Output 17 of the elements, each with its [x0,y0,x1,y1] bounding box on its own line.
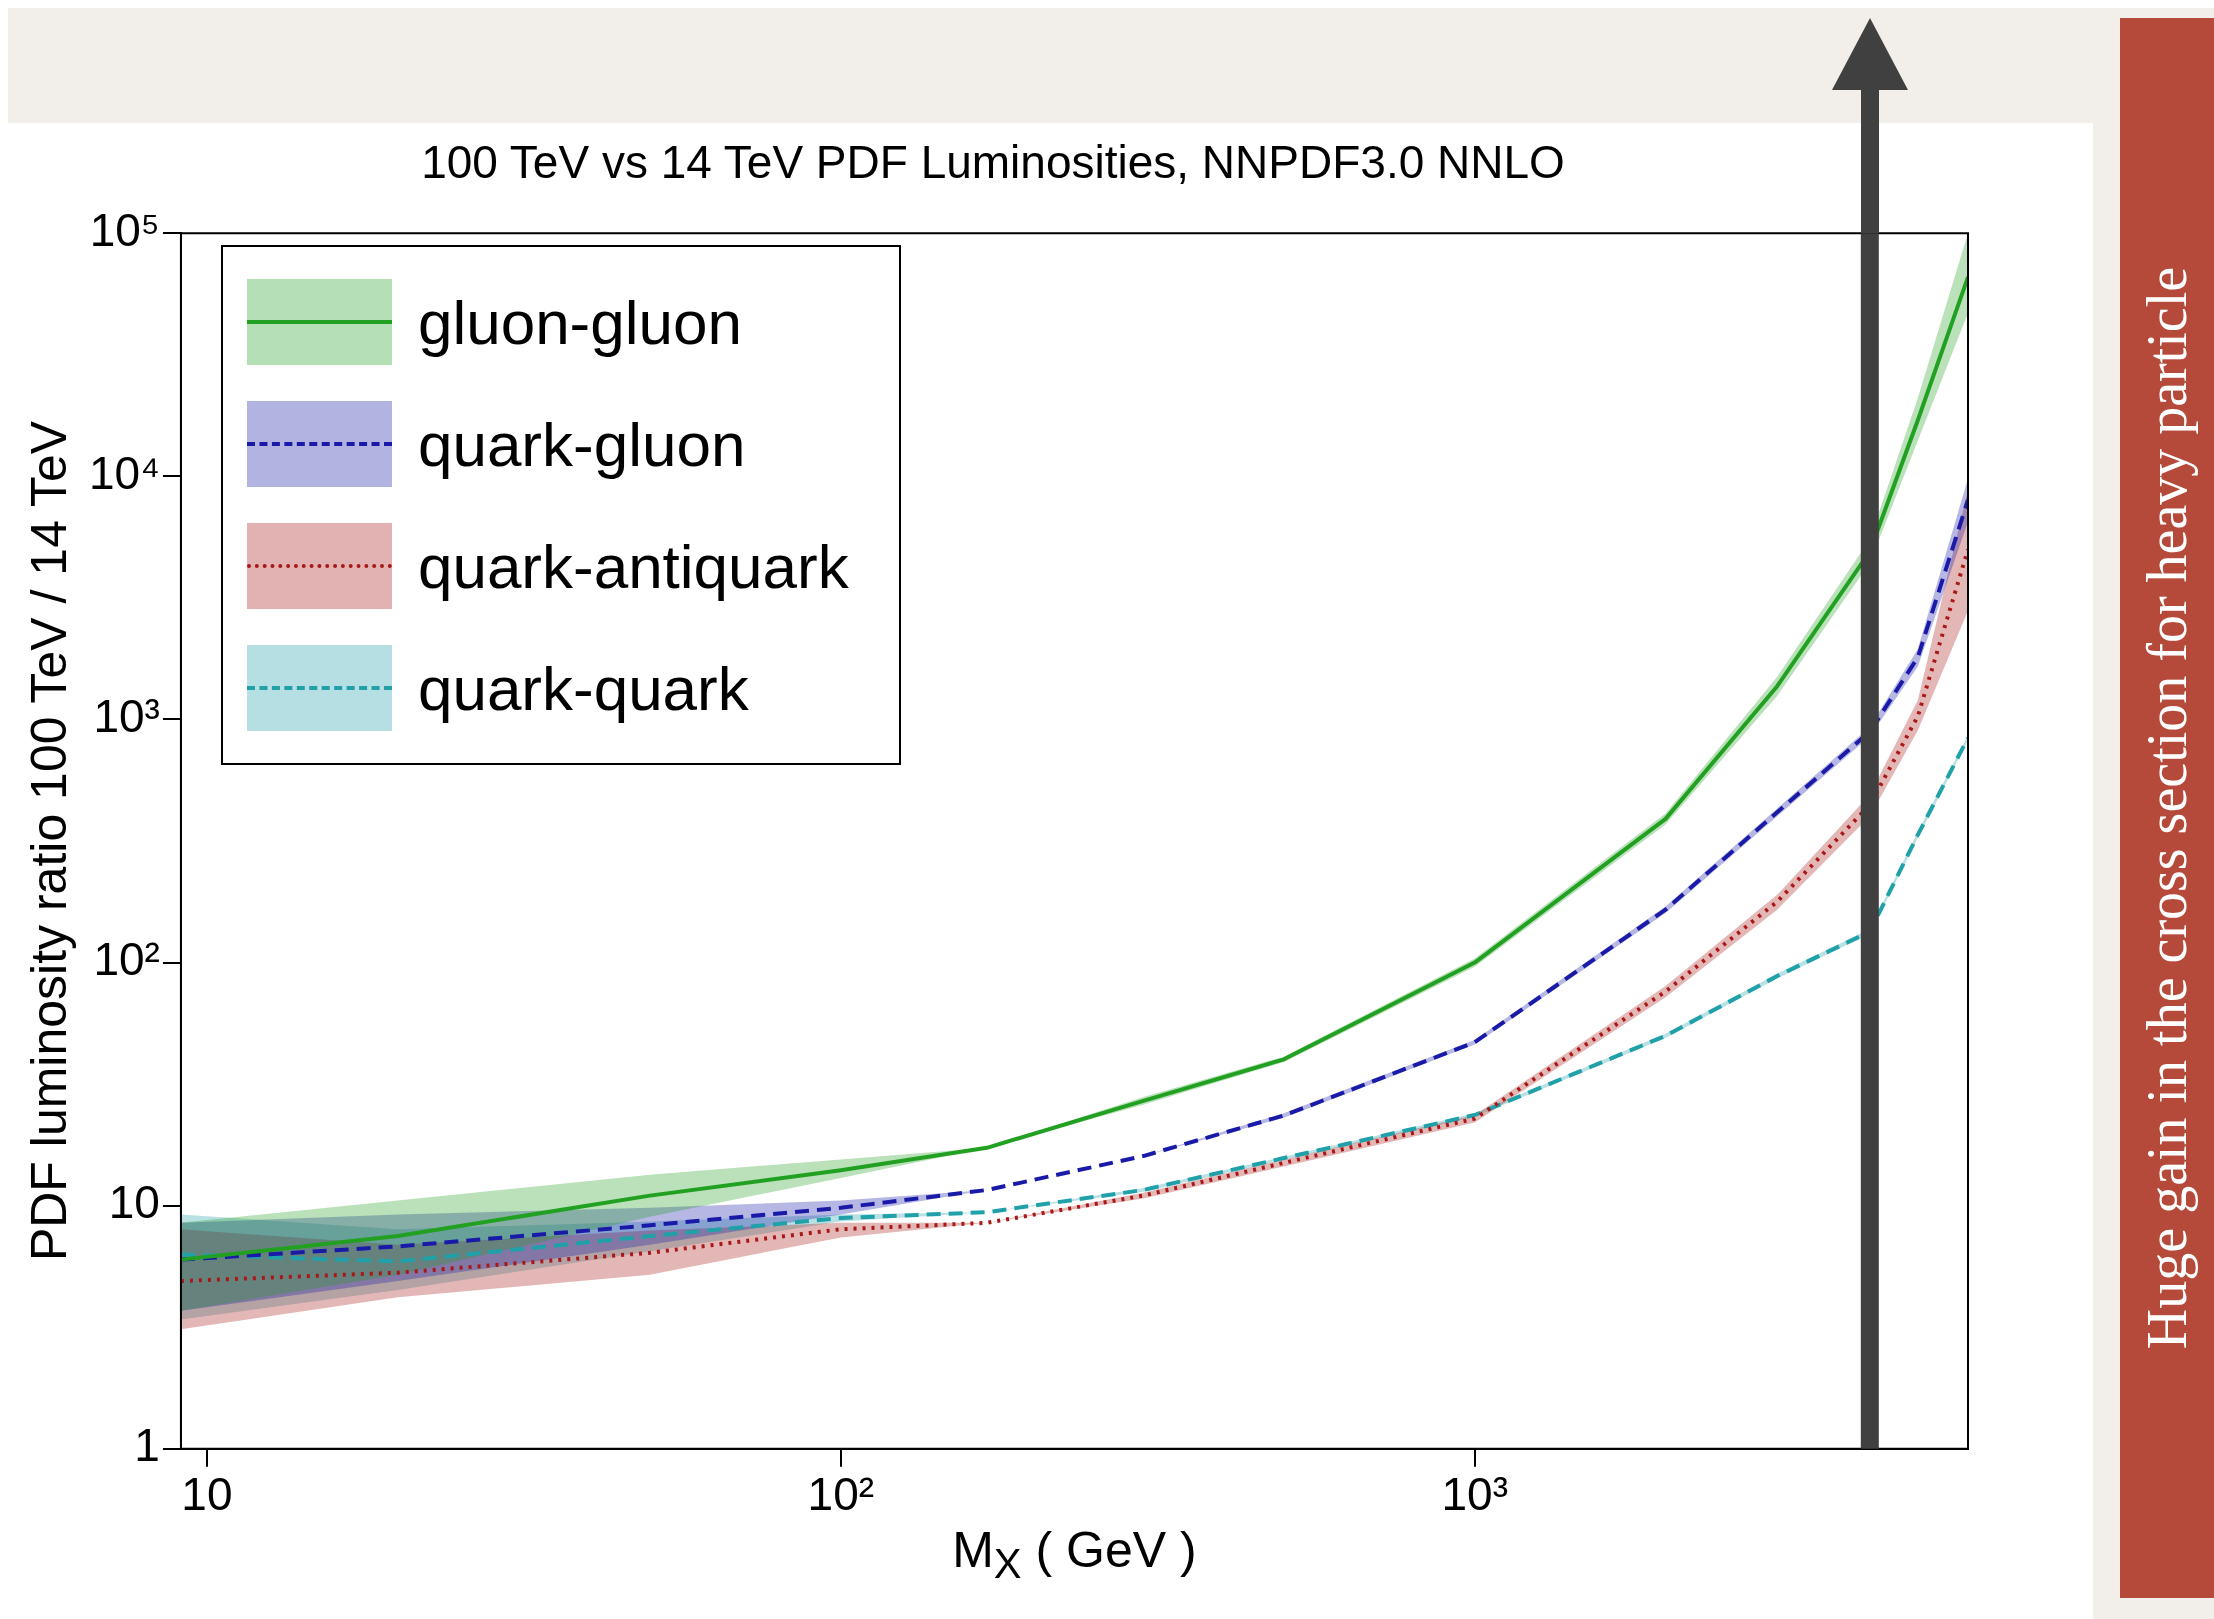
legend-label: quark-antiquark [417,530,849,602]
y-tick-label: 10² [93,933,160,986]
y-axis-title: PDF luminosity ratio 100 TeV / 14 TeV [20,420,77,1262]
x-tick-label: 10² [807,1468,875,1521]
y-tick-label: 1 [134,1419,160,1472]
x-tick-label: 10³ [1441,1468,1508,1521]
y-tick-label: 10 [108,1176,160,1229]
y-tick-label: 10⁴ [88,447,160,500]
legend-label: quark-quark [417,652,749,724]
y-tick-label: 10³ [93,690,160,743]
x-axis-title: M$_{X}$ ( GeV ) [951,1520,1198,1588]
x-tick-label: 10 [181,1468,233,1521]
chart-title: 100 TeV vs 14 TeV PDF Luminosities, NNPDF3.0 NNLO [421,136,1565,189]
legend-label: gluon-gluon [417,286,742,358]
legend-label: quark-gluon [417,408,746,480]
text: Huge gain in the cross section for heavy particle [2135,266,2200,1350]
y-tick-label: 10⁵ [89,203,160,256]
